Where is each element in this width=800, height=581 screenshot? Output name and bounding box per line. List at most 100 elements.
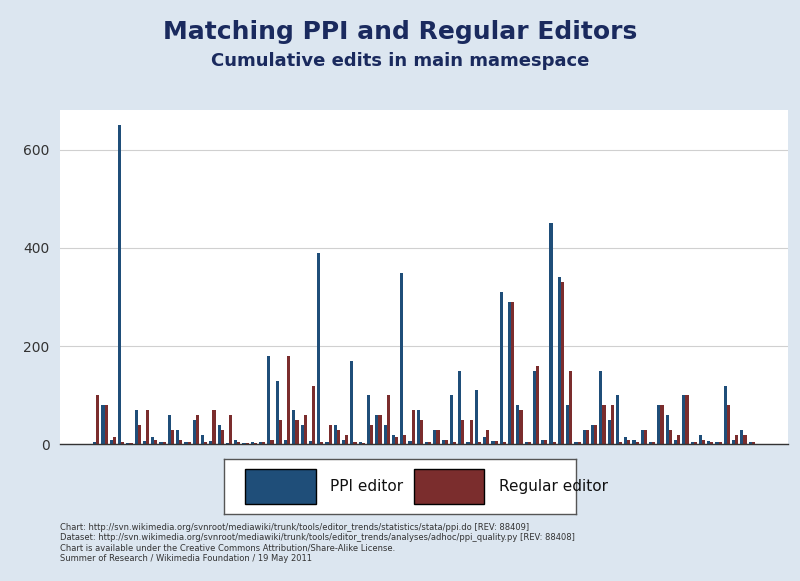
Bar: [162, 442, 166, 444]
Bar: [669, 430, 672, 444]
Bar: [204, 442, 207, 444]
Bar: [102, 405, 105, 444]
Bar: [699, 435, 702, 444]
Bar: [270, 440, 274, 444]
Bar: [250, 442, 254, 444]
Bar: [143, 440, 146, 444]
Bar: [619, 442, 622, 444]
Bar: [226, 443, 229, 444]
Bar: [511, 302, 514, 444]
Bar: [445, 440, 448, 444]
Bar: [259, 442, 262, 444]
Bar: [234, 440, 238, 444]
Bar: [196, 415, 199, 444]
Bar: [134, 410, 138, 444]
Bar: [367, 395, 370, 444]
Bar: [466, 442, 470, 444]
Bar: [682, 395, 686, 444]
Bar: [159, 442, 162, 444]
Bar: [350, 361, 354, 444]
Bar: [238, 442, 241, 444]
Bar: [586, 430, 589, 444]
Bar: [544, 440, 547, 444]
Bar: [674, 440, 677, 444]
Bar: [516, 405, 519, 444]
Bar: [126, 443, 130, 444]
Bar: [345, 435, 348, 444]
Bar: [710, 442, 714, 444]
Bar: [221, 430, 224, 444]
Bar: [179, 440, 182, 444]
Bar: [749, 442, 752, 444]
Bar: [607, 420, 610, 444]
Bar: [329, 425, 332, 444]
FancyBboxPatch shape: [245, 469, 315, 504]
Bar: [176, 430, 179, 444]
Bar: [375, 415, 378, 444]
Bar: [450, 395, 453, 444]
Bar: [462, 420, 465, 444]
Bar: [715, 442, 718, 444]
Bar: [309, 440, 312, 444]
Bar: [740, 430, 743, 444]
Bar: [500, 292, 503, 444]
Bar: [184, 442, 187, 444]
Bar: [574, 442, 578, 444]
Text: Dataset: http://svn.wikimedia.org/svnroot/mediawiki/trunk/tools/editor_trends/an: Dataset: http://svn.wikimedia.org/svnroo…: [60, 533, 575, 542]
Bar: [276, 381, 278, 444]
Bar: [411, 410, 414, 444]
Bar: [599, 371, 602, 444]
Bar: [550, 223, 553, 444]
Bar: [644, 430, 647, 444]
Bar: [661, 405, 664, 444]
Bar: [458, 371, 462, 444]
Bar: [566, 405, 570, 444]
Bar: [478, 442, 481, 444]
Bar: [718, 442, 722, 444]
Bar: [677, 435, 680, 444]
Bar: [707, 440, 710, 444]
Bar: [470, 420, 473, 444]
Bar: [96, 395, 99, 444]
Bar: [151, 437, 154, 444]
Bar: [732, 440, 735, 444]
Bar: [229, 415, 232, 444]
Bar: [519, 410, 522, 444]
Bar: [386, 395, 390, 444]
Bar: [702, 440, 705, 444]
Bar: [93, 442, 96, 444]
Bar: [213, 410, 215, 444]
Bar: [658, 405, 661, 444]
Bar: [278, 420, 282, 444]
Bar: [417, 410, 420, 444]
Bar: [400, 272, 403, 444]
Bar: [624, 437, 627, 444]
Bar: [453, 442, 456, 444]
Bar: [635, 442, 638, 444]
Bar: [171, 430, 174, 444]
Text: Regular editor: Regular editor: [498, 479, 607, 494]
FancyBboxPatch shape: [414, 469, 485, 504]
Bar: [491, 440, 494, 444]
Bar: [370, 425, 374, 444]
Bar: [154, 440, 158, 444]
Bar: [326, 442, 329, 444]
Bar: [168, 415, 171, 444]
Text: Summer of Research / Wikimedia Foundation / 19 May 2011: Summer of Research / Wikimedia Foundatio…: [60, 554, 312, 563]
Bar: [284, 440, 287, 444]
Bar: [138, 425, 141, 444]
Text: Matching PPI and Regular Editors: Matching PPI and Regular Editors: [163, 20, 637, 44]
Bar: [267, 356, 270, 444]
Bar: [118, 125, 121, 444]
Bar: [752, 442, 755, 444]
Bar: [610, 405, 614, 444]
Bar: [420, 420, 423, 444]
Bar: [627, 440, 630, 444]
Text: PPI editor: PPI editor: [330, 479, 402, 494]
Bar: [242, 443, 246, 444]
Bar: [113, 437, 116, 444]
Bar: [334, 425, 337, 444]
Bar: [254, 443, 257, 444]
Bar: [378, 415, 382, 444]
Bar: [641, 430, 644, 444]
